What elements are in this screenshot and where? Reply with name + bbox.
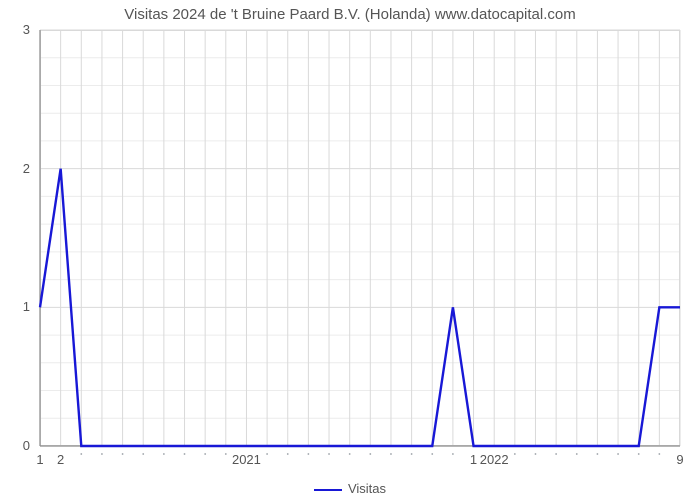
line-chart	[40, 30, 680, 446]
y-tick-label: 2	[0, 161, 30, 176]
legend: Visitas	[0, 481, 700, 496]
x-tick-label: 2021	[216, 452, 276, 467]
x-tick-label: 2022	[464, 452, 524, 467]
legend-swatch	[314, 489, 342, 491]
y-tick-label: 3	[0, 22, 30, 37]
legend-label: Visitas	[348, 481, 386, 496]
y-tick-label: 0	[0, 438, 30, 453]
y-tick-label: 1	[0, 299, 30, 314]
x-tick-label: 9	[650, 452, 700, 467]
x-tick-label: 2	[31, 452, 91, 467]
chart-title: Visitas 2024 de 't Bruine Paard B.V. (Ho…	[0, 6, 700, 23]
